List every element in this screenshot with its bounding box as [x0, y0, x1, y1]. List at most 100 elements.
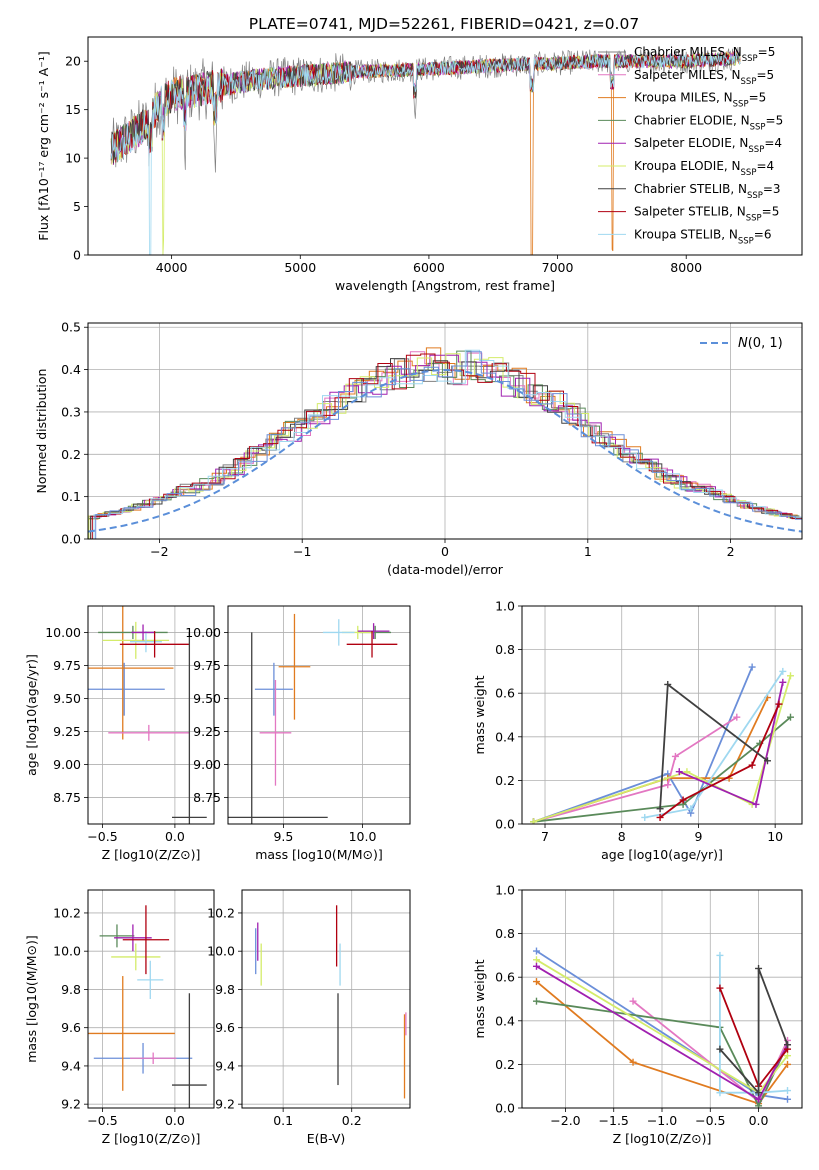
y-tick-label: 0.3: [61, 404, 81, 419]
x-tick-label: 0.0: [749, 1113, 769, 1128]
x-tick-label: 0.0: [165, 1113, 185, 1128]
legend-suffix: =5: [758, 45, 776, 59]
x-tick-label: 2: [727, 544, 735, 559]
errorbar-point: [111, 943, 161, 971]
y-tick-label: 10: [65, 151, 81, 166]
chart-mass-vs-Z: −0.5 0.0 9.2 9.4 9.6 9.8 10.0 10.2 Z [log10(Z/Z⊙…: [24, 889, 215, 1146]
y-tick-label: 8.75: [193, 790, 221, 805]
plot-area: [88, 606, 207, 824]
errorbar-point: [130, 1052, 177, 1065]
x-tick-label: 8: [618, 829, 626, 844]
mass-weight-series: [716, 964, 792, 1097]
plot-area: [110, 47, 741, 255]
axes-frame: [87, 322, 803, 540]
errorbar-point: [88, 976, 175, 1091]
y-tick-label: 0.4: [61, 362, 81, 377]
gaussian-curve: [88, 368, 802, 533]
histogram-series: [91, 353, 802, 539]
figure-title: PLATE=0741, MJD=52261, FIBERID=0421, z=0…: [249, 15, 639, 33]
legend-subscript: SSP: [748, 145, 764, 155]
legend-suffix: =5: [756, 68, 774, 82]
x-axis-label: Z [log10(Z/Z⊙)]: [102, 1131, 201, 1146]
histogram-series: [93, 349, 802, 539]
x-axis-label: age [log10(age/yr)]: [601, 847, 723, 862]
y-tick-label: 8.75: [53, 790, 81, 805]
y-tick-label: 0.0: [495, 1101, 515, 1116]
y-axis-label: mass [log10(M/M⊙)]: [24, 935, 39, 1063]
series-line: [535, 980, 789, 1105]
legend-suffix: =5: [762, 205, 780, 219]
errorbar-point: [131, 624, 155, 641]
axes-frame: [521, 605, 803, 825]
y-tick-label: 0.1: [61, 489, 81, 504]
y-tick-label: 9.4: [61, 1058, 81, 1073]
y-tick-label: 9.00: [193, 757, 221, 772]
errorbar-point: [88, 662, 165, 716]
y-tick-label: 9.50: [193, 691, 221, 706]
y-tick-label: 0.4: [495, 729, 515, 744]
x-tick-label: 4000: [156, 260, 188, 275]
legend-subscript: SSP: [746, 214, 762, 224]
y-tick-label: 0.8: [495, 642, 515, 657]
series-line: [659, 703, 780, 819]
errorbar-point: [322, 619, 355, 646]
y-tick-label: 1.0: [495, 599, 515, 614]
x-tick-label: 10: [767, 829, 783, 844]
y-tick-label: 10.00: [185, 625, 221, 640]
chart-mass-vs-EBV: 0.1 0.2 9.2 9.4 9.6 9.8 10.0 10.2 E(B-V): [207, 889, 411, 1146]
series-line: [719, 968, 789, 1096]
x-axis-label: Z [log10(Z/Z⊙)]: [102, 847, 201, 862]
y-tick-label: 0.4: [495, 1013, 515, 1028]
y-axis-label: mass weight: [472, 959, 487, 1038]
legend-subscript: SSP: [742, 54, 758, 64]
errorbar-point: [346, 631, 398, 658]
plot-area: [228, 613, 398, 824]
series-line: [719, 955, 788, 1094]
mass-weight-series: [530, 713, 741, 824]
y-tick-label: 0.2: [495, 773, 515, 788]
y-tick-label: 0.2: [495, 1057, 515, 1072]
y-tick-label: 9.4: [215, 1058, 235, 1073]
x-axis-label: mass [log10(M/M⊙)]: [255, 847, 383, 862]
y-tick-label: 20: [65, 54, 81, 69]
y-tick-label: 9.00: [53, 757, 81, 772]
y-tick-label: 9.2: [215, 1097, 235, 1112]
errorbar-point: [228, 632, 328, 824]
x-tick-label: 9: [694, 829, 702, 844]
axes-frame: [87, 889, 215, 1109]
x-tick-label: 1: [584, 544, 592, 559]
chart-age-vs-mass: 9.5 10.0 8.75 9.00 9.25 9.50 9.75 10.00 mass [lo…: [185, 605, 411, 862]
x-tick-label: 6000: [413, 260, 445, 275]
y-tick-label: 15: [65, 102, 81, 117]
mass-weight-series: [532, 978, 792, 1108]
errorbar-point: [130, 631, 162, 653]
y-tick-label: 9.25: [53, 724, 81, 739]
y-tick-label: 9.50: [53, 691, 81, 706]
legend-label-args: (0, 1): [748, 336, 783, 351]
x-axis-label: wavelength [Angstrom, rest frame]: [335, 278, 555, 293]
plot-area: [532, 947, 792, 1108]
errorbar-point: [122, 905, 170, 975]
legend-suffix: =3: [763, 182, 781, 196]
axes-frame: [227, 605, 411, 825]
x-axis-label: E(B-V): [307, 1131, 346, 1146]
axes-frame: [521, 889, 803, 1109]
y-tick-label: 0.0: [495, 817, 515, 832]
errorbar-point: [99, 924, 135, 948]
y-tick-label: 0.6: [495, 686, 515, 701]
x-tick-label: 7: [541, 829, 549, 844]
y-tick-label: 0.8: [495, 926, 515, 941]
legend-subscript: SSP: [733, 100, 749, 110]
x-tick-label: −1.0: [647, 1113, 677, 1128]
x-tick-label: 0: [441, 544, 449, 559]
y-tick-label: 5: [73, 199, 81, 214]
x-tick-label: 9.5: [273, 829, 293, 844]
x-tick-label: −2.0: [550, 1113, 580, 1128]
plot-area: [88, 347, 802, 539]
x-tick-label: −0.5: [695, 1113, 725, 1128]
plot-area: [530, 663, 794, 824]
chart-massweight-vs-age: 7 8 9 10 0.0 0.2 0.4 0.6 0.8 1.0 age [log10(age/yr…: [472, 599, 803, 862]
errorbar-point: [88, 606, 174, 740]
x-tick-label: 10.0: [349, 829, 377, 844]
